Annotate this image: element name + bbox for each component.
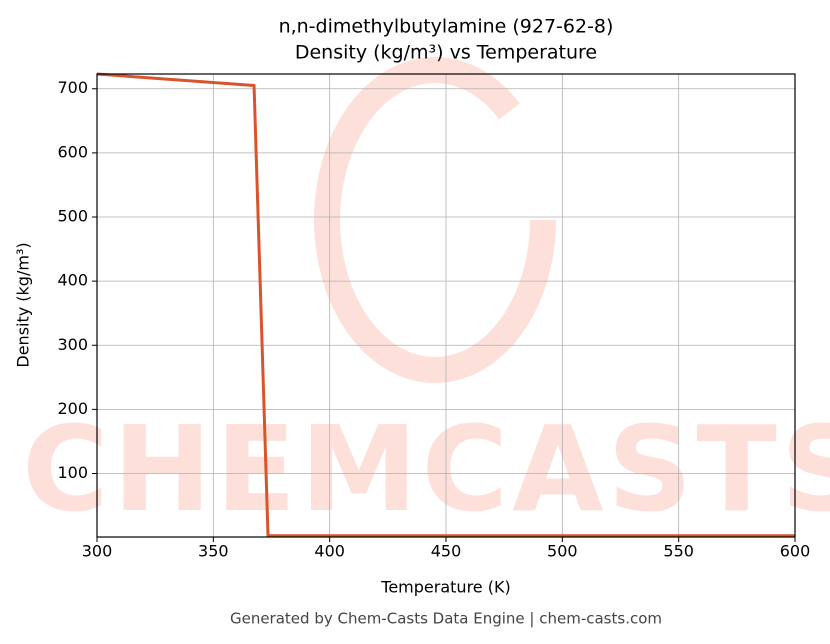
watermark: CHEMCASTS (22, 400, 830, 538)
y-tick-label: 100 (57, 463, 88, 482)
y-tick-label: 200 (57, 399, 88, 418)
x-tick-label: 450 (431, 542, 462, 561)
x-tick-label: 300 (82, 542, 113, 561)
y-axis-label: Density (kg/m³) (14, 242, 33, 367)
plot-frame (96, 73, 796, 538)
y-tick-label: 300 (57, 335, 88, 354)
footer: Generated by Chem-Casts Data Engine | ch… (230, 610, 662, 628)
x-tick-label: 500 (547, 542, 578, 561)
y-tick-label: 600 (57, 142, 88, 161)
data-line (96, 72, 795, 538)
y-tick-label: 400 (57, 271, 88, 290)
x-tick-label: 550 (663, 542, 694, 561)
chart-title: n,n-dimethylbutylamine (927-62-8) (279, 16, 614, 38)
x-tick-label: 600 (780, 542, 811, 561)
watermark-logo (314, 57, 556, 383)
x-tick-label: 400 (314, 542, 345, 561)
chart-subtitle: Density (kg/m³) vs Temperature (295, 42, 597, 64)
y-tick-label: 700 (57, 78, 88, 97)
y-tick-label: 500 (57, 207, 88, 226)
x-tick-label: 350 (198, 542, 229, 561)
x-axis-label: Temperature (K) (380, 578, 510, 597)
